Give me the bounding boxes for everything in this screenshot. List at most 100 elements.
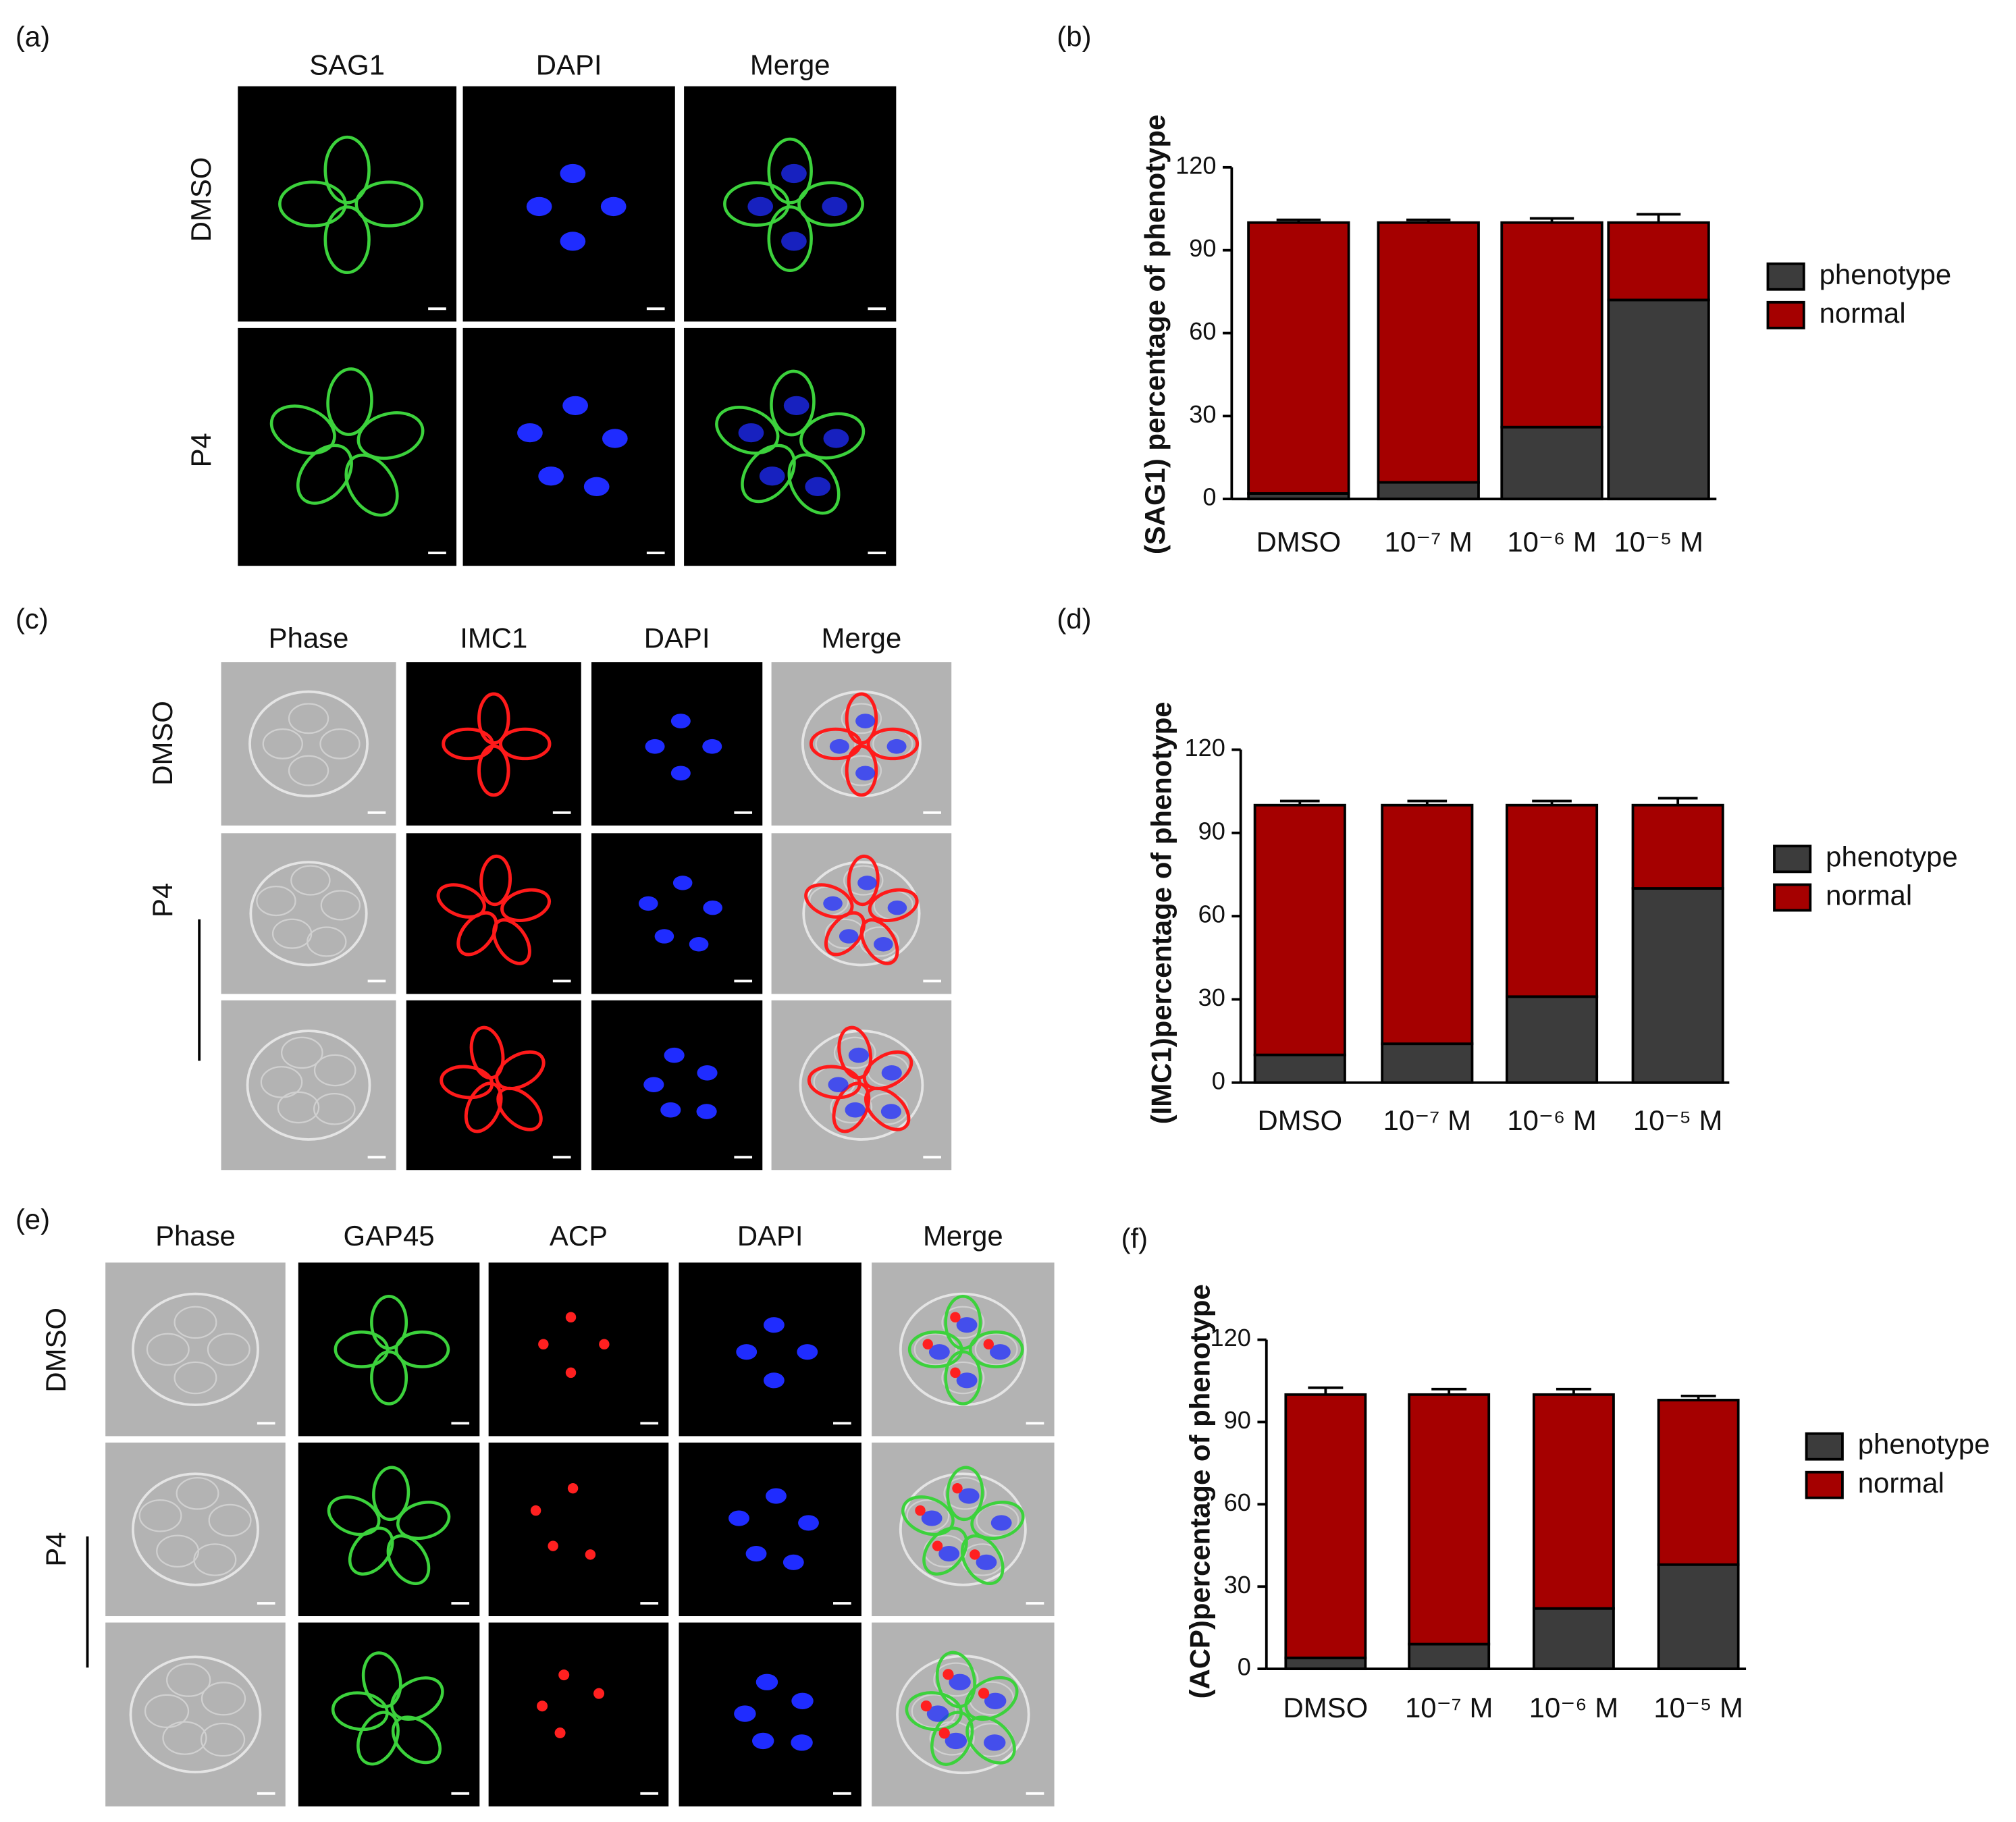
- panel-label: (a): [16, 20, 50, 52]
- nucleus: [763, 1317, 785, 1333]
- apicoplast: [943, 1669, 954, 1680]
- y-tick-label: 120: [1175, 151, 1216, 179]
- imc: [498, 727, 552, 761]
- phase-cell: [976, 1503, 1019, 1537]
- imc: [440, 1065, 494, 1100]
- column-header: Merge: [822, 622, 902, 654]
- membrane: [797, 181, 864, 227]
- apicoplast: [558, 1669, 570, 1681]
- apicoplast: [585, 1549, 596, 1560]
- nucleus: [938, 1545, 960, 1562]
- legend-label: phenotype: [1820, 259, 1952, 290]
- apicoplast: [915, 1505, 926, 1516]
- phase-cell: [319, 728, 361, 759]
- error-bar: [1529, 217, 1574, 223]
- micrograph: [591, 833, 763, 994]
- legend-label: normal: [1826, 880, 1912, 911]
- nucleus: [881, 1065, 902, 1081]
- y-tick-label: 120: [1211, 1324, 1251, 1351]
- nucleus: [645, 739, 665, 754]
- apicoplast: [554, 1727, 566, 1738]
- membrane: [361, 1651, 402, 1709]
- membrane: [386, 1534, 431, 1586]
- nucleus: [781, 163, 807, 184]
- membrane: [799, 412, 866, 460]
- column-header: DAPI: [644, 622, 710, 654]
- vacuole-outline: [132, 1472, 259, 1586]
- membrane: [370, 1350, 408, 1405]
- nucleus: [728, 1510, 749, 1526]
- imc: [500, 888, 552, 922]
- error-bar: [1556, 1387, 1591, 1395]
- phase-cell: [943, 1477, 987, 1510]
- nucleus: [880, 1104, 901, 1119]
- micrograph: [298, 1442, 480, 1617]
- y-tick-label: 90: [1198, 817, 1225, 845]
- nucleus: [945, 1732, 967, 1750]
- legend-label: phenotype: [1826, 840, 1958, 872]
- y-tick-label: 30: [1189, 400, 1216, 428]
- nucleus: [822, 196, 848, 217]
- nucleus: [600, 196, 627, 217]
- apicoplast: [567, 1482, 579, 1494]
- nucleus: [763, 1372, 785, 1389]
- x-tick-label: DMSO: [1256, 526, 1342, 558]
- y-tick-label: 0: [1202, 483, 1216, 511]
- nucleus: [697, 1065, 718, 1081]
- legend-swatch: [1766, 300, 1805, 329]
- nucleus: [766, 1488, 787, 1504]
- column-header: ACP: [550, 1220, 608, 1252]
- imc: [456, 911, 498, 957]
- membrane: [269, 404, 336, 455]
- nucleus: [660, 1102, 681, 1118]
- phase-cell: [841, 755, 882, 786]
- column-header: Phase: [269, 622, 349, 654]
- nucleus: [670, 714, 691, 728]
- x-tick-label: DMSO: [1283, 1692, 1369, 1723]
- bar-segment: [1607, 298, 1710, 501]
- membrane: [741, 444, 796, 504]
- nucleus: [848, 1047, 869, 1063]
- legend-label: phenotype: [1858, 1428, 1990, 1460]
- imc: [496, 1086, 543, 1131]
- apicoplast: [970, 1549, 980, 1560]
- bar-segment: [1381, 1042, 1474, 1084]
- vacuole-outline: [802, 861, 921, 967]
- phase-cell: [288, 755, 329, 786]
- phase-cell: [162, 1721, 207, 1755]
- y-tick-label: 90: [1189, 234, 1216, 262]
- row-label: P4: [40, 1532, 72, 1566]
- apicoplast: [599, 1339, 610, 1349]
- phase-cell: [313, 1054, 356, 1087]
- nucleus: [526, 196, 552, 217]
- bar-segment: [1657, 1563, 1740, 1671]
- column-header: IMC1: [460, 622, 527, 654]
- y-tick-label: 60: [1224, 1489, 1251, 1516]
- apicoplast: [920, 1700, 932, 1712]
- membrane: [327, 1495, 381, 1536]
- bar-segment: [1284, 1656, 1367, 1671]
- phase-cell: [941, 1361, 985, 1395]
- y-axis-label: (ACP)percentage of phenotype: [1184, 1284, 1216, 1698]
- nucleus: [823, 896, 843, 911]
- y-tick-label: 0: [1238, 1653, 1251, 1681]
- nucleus: [855, 766, 876, 781]
- error-bar: [1431, 1387, 1467, 1395]
- nucleus: [949, 1673, 971, 1690]
- membrane: [767, 137, 813, 205]
- row-label: P4: [147, 883, 178, 917]
- x-tick-label: 10⁻⁷ M: [1405, 1692, 1493, 1723]
- column-header: GAP45: [344, 1220, 435, 1252]
- membrane: [323, 205, 371, 274]
- nucleus: [976, 1554, 997, 1570]
- phase-cell: [933, 1662, 979, 1697]
- phase-cell: [313, 1092, 356, 1125]
- row-label: P4: [185, 433, 217, 467]
- phase-cell: [166, 1663, 211, 1697]
- phase-cell: [830, 1091, 873, 1124]
- nucleus: [956, 1317, 978, 1333]
- legend-label: normal: [1858, 1467, 1944, 1499]
- nucleus: [874, 937, 893, 952]
- imc: [479, 854, 512, 907]
